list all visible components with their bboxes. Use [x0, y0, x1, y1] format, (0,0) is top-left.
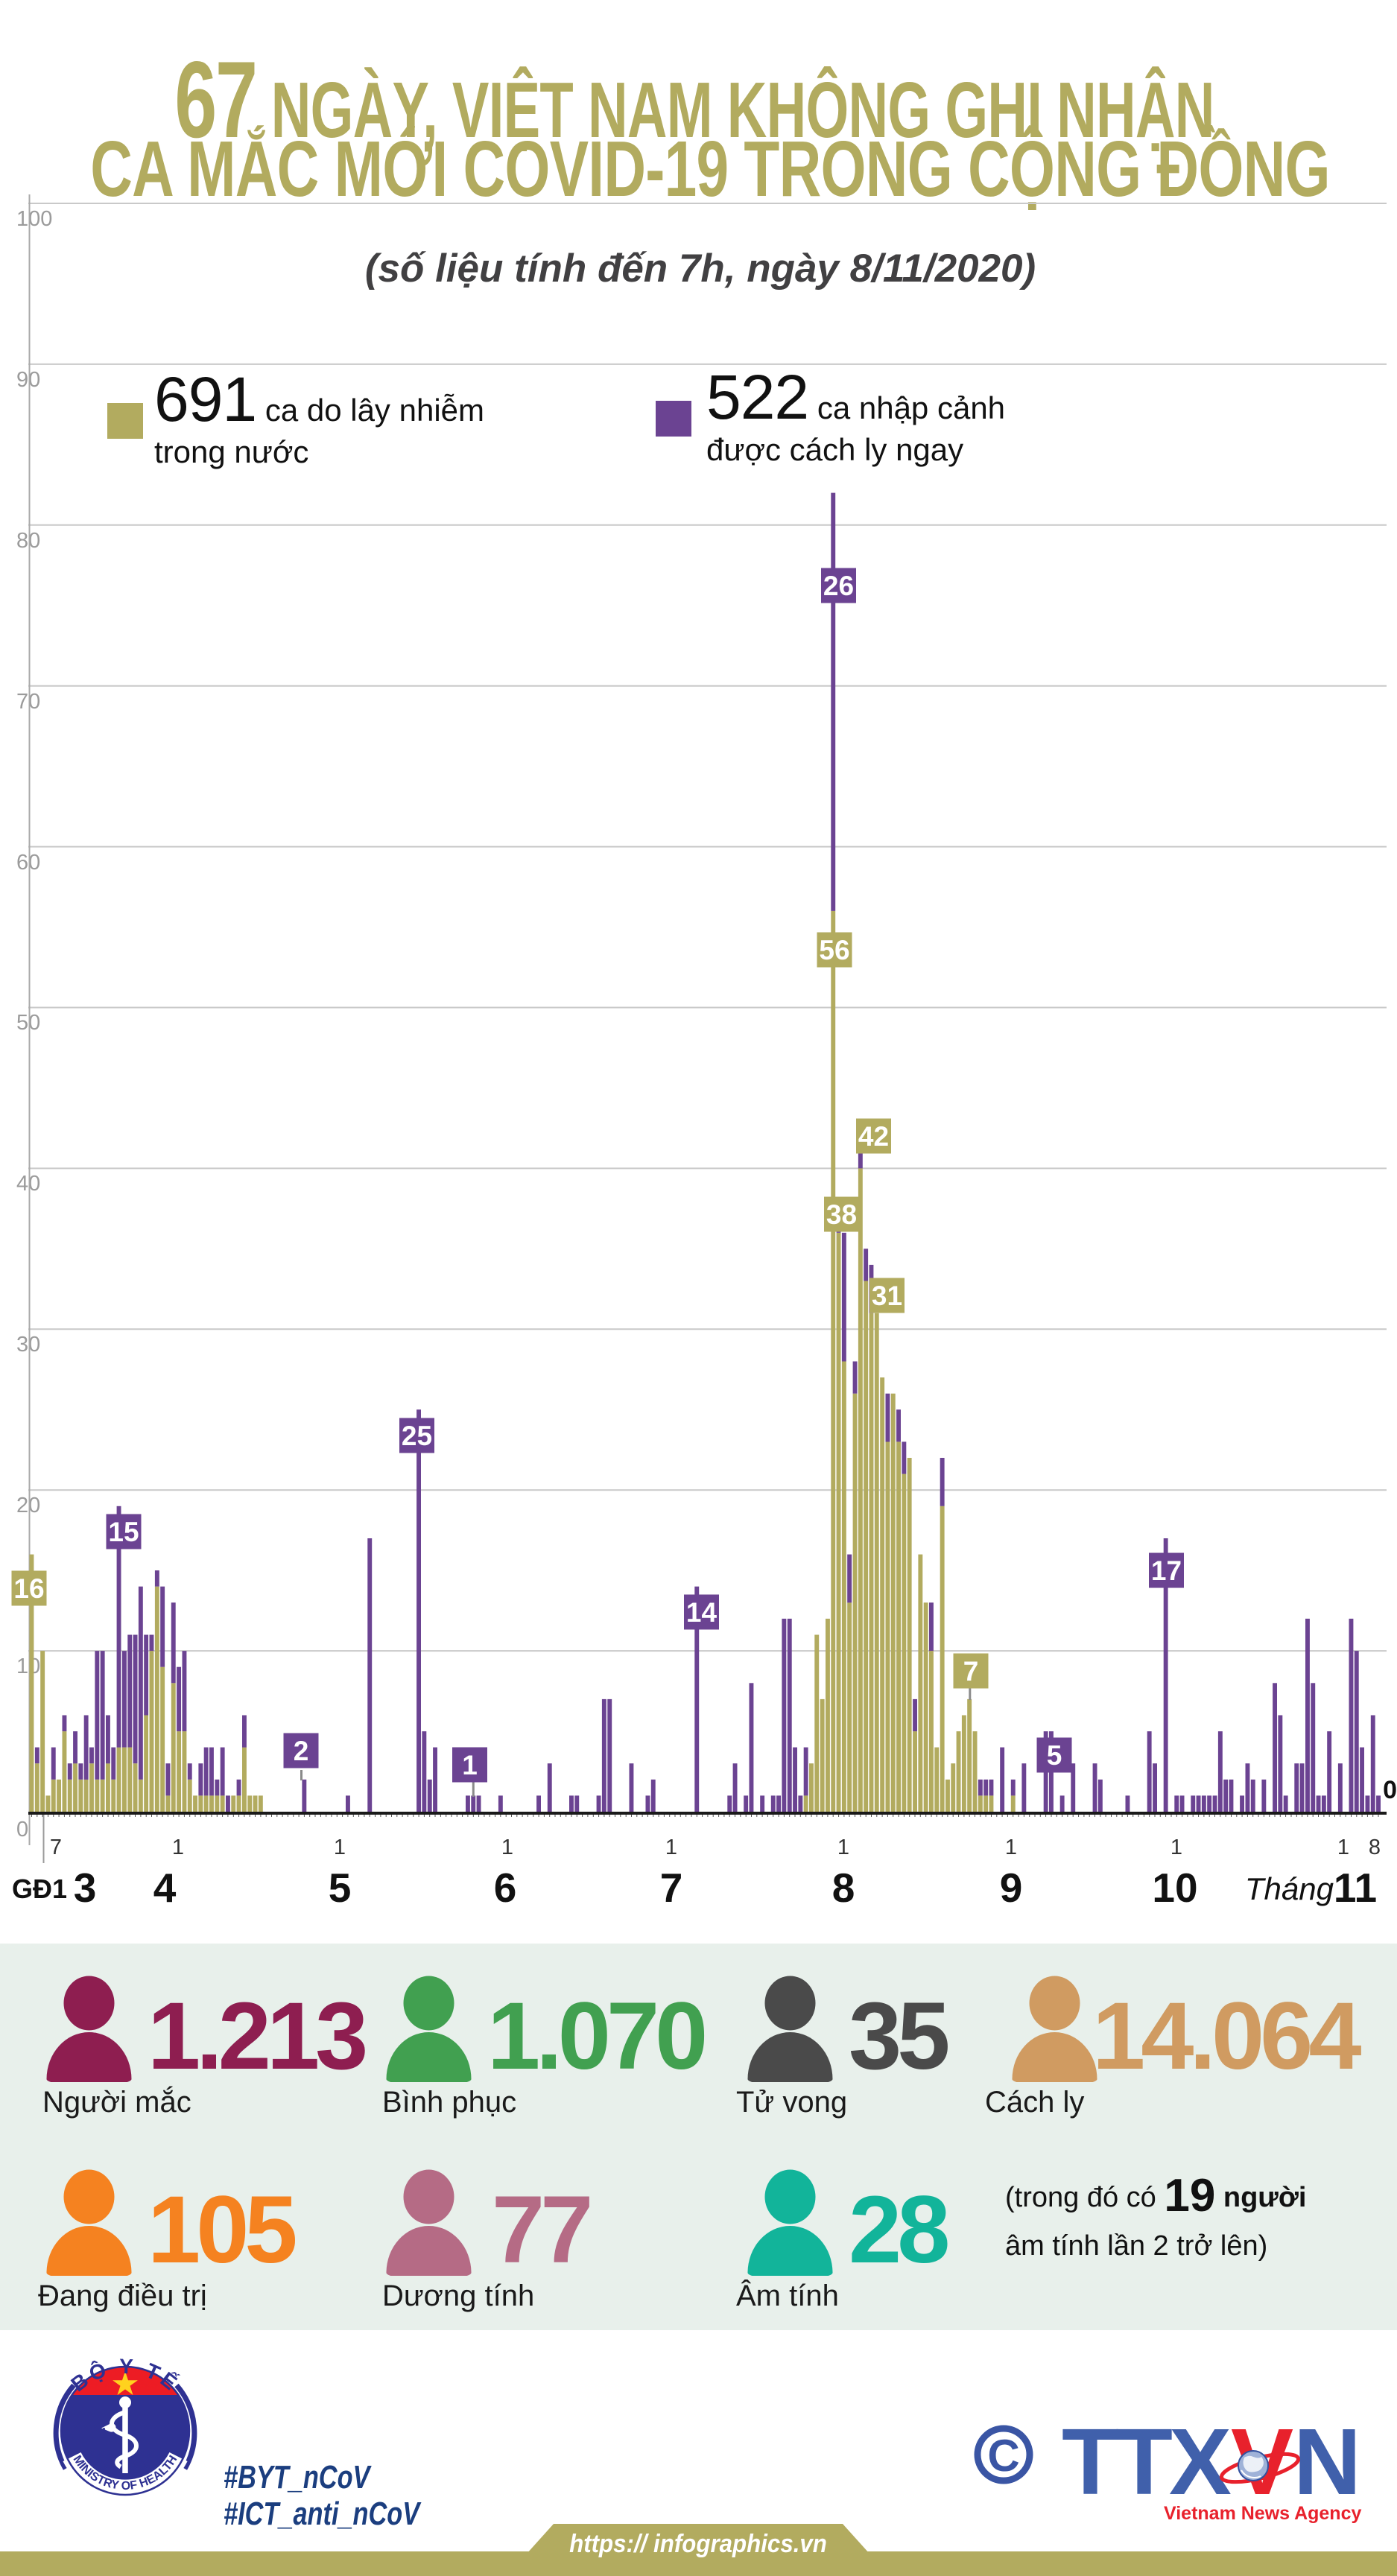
svg-text:42: 42: [858, 1121, 889, 1152]
svg-text:1: 1: [665, 1836, 677, 1859]
svg-text:50: 50: [16, 1011, 40, 1035]
svg-text:10: 10: [1152, 1865, 1197, 1907]
svg-text:5: 5: [329, 1865, 352, 1907]
svg-text:7: 7: [963, 1656, 979, 1687]
svg-text:1: 1: [837, 1836, 849, 1859]
svg-text:26: 26: [823, 571, 854, 601]
svg-text:8: 8: [1369, 1836, 1381, 1859]
svg-text:60: 60: [16, 851, 40, 875]
svg-text:10: 10: [16, 1655, 40, 1678]
svg-text:Vietnam News Agency: Vietnam News Agency: [1164, 2503, 1361, 2524]
svg-text:0: 0: [1383, 1776, 1397, 1804]
svg-text:0: 0: [16, 1818, 28, 1841]
svg-text:1: 1: [1170, 1836, 1182, 1859]
svg-text:90: 90: [16, 368, 40, 392]
svg-text:70: 70: [16, 690, 40, 714]
svg-text:1: 1: [172, 1836, 184, 1859]
svg-text:1: 1: [501, 1836, 513, 1859]
svg-text:14: 14: [686, 1597, 717, 1628]
svg-text:38: 38: [826, 1199, 857, 1230]
svg-text:3: 3: [74, 1865, 97, 1907]
svg-text:80: 80: [16, 529, 40, 553]
svg-text:56: 56: [819, 935, 849, 965]
svg-text:1: 1: [1005, 1836, 1017, 1859]
svg-text:Tháng: Tháng: [1245, 1871, 1334, 1906]
svg-text:N: N: [1293, 2414, 1358, 2514]
svg-text:GĐ1: GĐ1: [12, 1874, 67, 1904]
svg-text:100: 100: [16, 207, 52, 231]
svg-text:7: 7: [660, 1865, 683, 1907]
svg-text:20: 20: [16, 1494, 40, 1517]
svg-text:C: C: [987, 2431, 1019, 2481]
svg-text:15: 15: [108, 1517, 139, 1547]
svg-text:6: 6: [494, 1865, 517, 1907]
svg-text:17: 17: [1151, 1555, 1182, 1586]
svg-text:16: 16: [13, 1573, 44, 1604]
svg-text:5: 5: [1047, 1740, 1062, 1771]
svg-text:9: 9: [1000, 1865, 1023, 1907]
svg-text:7: 7: [50, 1836, 62, 1859]
svg-text:40: 40: [16, 1172, 40, 1196]
svg-text:31: 31: [872, 1281, 902, 1311]
svg-text:1: 1: [334, 1836, 346, 1859]
svg-text:4: 4: [153, 1865, 177, 1907]
svg-text:11: 11: [1334, 1865, 1377, 1907]
svg-text:2: 2: [294, 1736, 309, 1766]
svg-text:8: 8: [832, 1865, 855, 1907]
svg-text:1: 1: [1337, 1836, 1349, 1859]
svg-text:25: 25: [402, 1421, 432, 1451]
svg-text:1: 1: [462, 1750, 478, 1780]
svg-text:30: 30: [16, 1333, 40, 1357]
svg-text:TTX: TTX: [1062, 2414, 1231, 2514]
